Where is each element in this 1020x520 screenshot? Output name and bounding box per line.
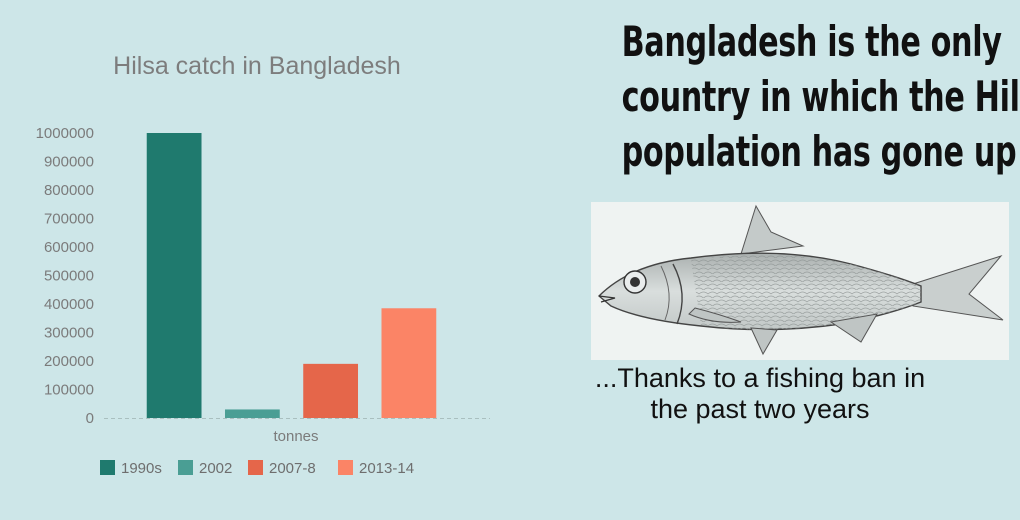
bar-2002 [224, 409, 280, 418]
y-tick-label: 200000 [44, 353, 94, 370]
legend-swatch [178, 460, 193, 475]
caption-line-1: ...Thanks to a fishing ban in [594, 363, 926, 393]
hilsa-fish-icon [597, 204, 1004, 356]
bars [146, 133, 437, 418]
chart-title: Hilsa catch in Bangladesh [113, 52, 401, 80]
headline: Bangladesh is the only country in which … [621, 14, 1020, 179]
bar-2007-8 [303, 363, 359, 418]
legend-item-1990s: 1990s [100, 460, 162, 477]
bar-chart: Hilsa catch in Bangladesh 0 100000 200000 3… [36, 52, 490, 477]
headline-line-3: population has gone up [621, 127, 1017, 176]
y-tick-label: 1000000 [36, 125, 94, 142]
legend-item-2002: 2002 [178, 460, 232, 477]
x-axis-label: tonnes [273, 428, 318, 445]
legend-swatch [338, 460, 353, 475]
bar-1990s [146, 133, 202, 418]
legend-label: 2007-8 [269, 460, 316, 477]
y-axis-ticks: 0 100000 200000 300000 400000 500000 600000 700… [36, 125, 94, 427]
legend-swatch [100, 460, 115, 475]
y-tick-label: 100000 [44, 382, 94, 399]
headline-line-1: Bangladesh is the only [621, 17, 1002, 66]
caption-line-2: the past two years [650, 394, 870, 424]
legend-label: 1990s [121, 460, 162, 477]
legend-swatch [248, 460, 263, 475]
legend-item-2013-14: 2013-14 [338, 460, 414, 477]
y-tick-label: 500000 [44, 268, 94, 285]
legend-item-2007-8: 2007-8 [248, 460, 316, 477]
legend-label: 2002 [199, 460, 232, 477]
y-tick-label: 900000 [44, 154, 94, 171]
y-tick-label: 0 [86, 410, 94, 427]
fish-illustration [591, 202, 1009, 360]
y-tick-label: 300000 [44, 325, 94, 342]
legend-label: 2013-14 [359, 460, 414, 477]
y-tick-label: 800000 [44, 182, 94, 199]
bar-2013-14 [381, 308, 437, 418]
legend: 1990s 2002 2007-8 2013-14 [100, 460, 414, 477]
caption: ...Thanks to a fishing ban in the past t… [540, 363, 980, 425]
headline-line-2: country in which the Hilsa [621, 72, 1020, 121]
y-tick-label: 600000 [44, 239, 94, 256]
y-tick-label: 700000 [44, 211, 94, 228]
y-tick-label: 400000 [44, 296, 94, 313]
